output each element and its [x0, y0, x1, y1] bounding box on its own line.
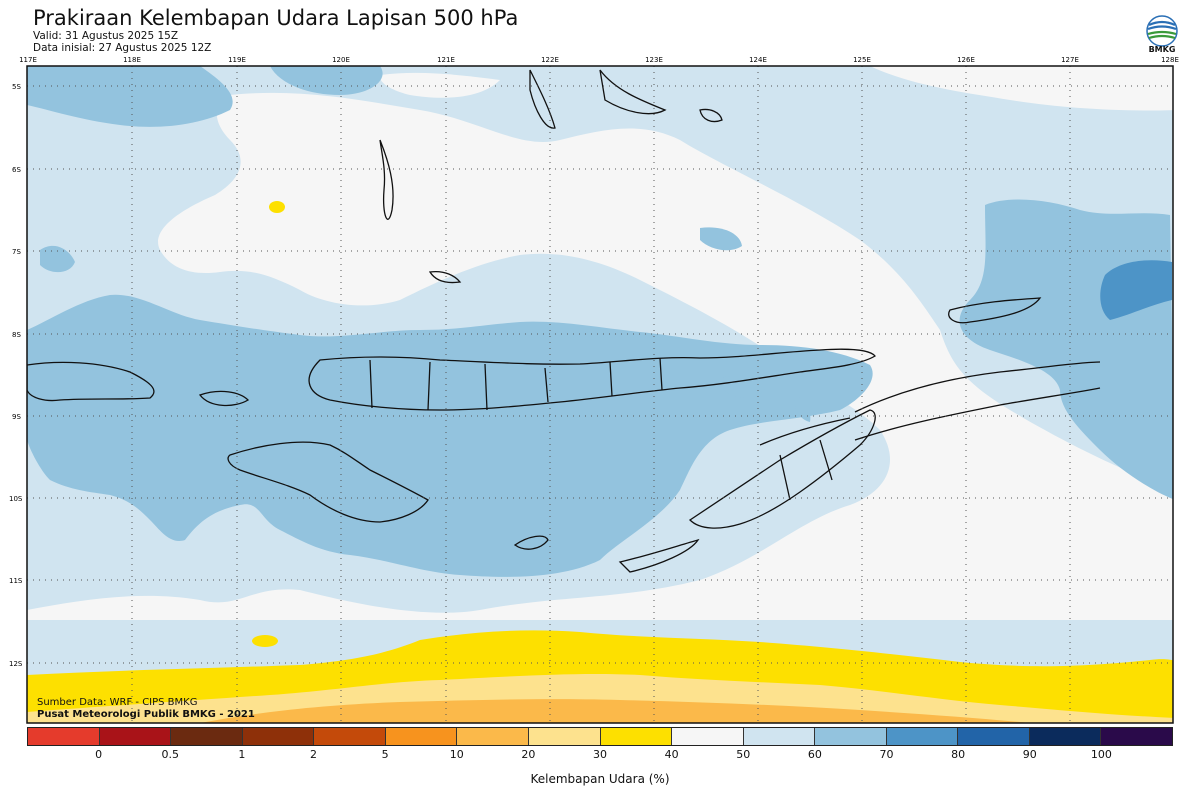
lat-label: 9S — [12, 413, 21, 421]
colorbar-segment — [314, 728, 386, 745]
colorbar-tick-label: 0 — [95, 748, 103, 761]
colorbar-segment — [672, 728, 744, 745]
lon-label: 117E — [19, 56, 37, 64]
colorbar-segment — [743, 728, 816, 745]
lon-label: 119E — [228, 56, 246, 64]
colorbar-segment — [815, 728, 887, 745]
colorbar-tick-label: 20 — [521, 748, 536, 761]
lat-label: 5S — [12, 83, 21, 91]
logo-text: BMKG — [1148, 45, 1176, 54]
colorbar-label: Kelembapan Udara (%) — [530, 772, 670, 786]
latitude-labels: 5S 6S 7S 8S 9S 10S 11S 12S — [9, 83, 23, 668]
lon-label: 118E — [123, 56, 141, 64]
colorbar-ticks: 0 0.5 1 2 5 10 20 30 40 50 60 70 80 90 100 — [27, 748, 1173, 762]
lon-label: 124E — [749, 56, 767, 64]
colorbar-segment — [99, 728, 172, 745]
lon-label: 122E — [541, 56, 559, 64]
graticule — [27, 66, 1173, 723]
data-source: Sumber Data: WRF - CIPS BMKG — [37, 697, 198, 708]
colorbar-segment — [1101, 728, 1172, 745]
lon-label: 125E — [853, 56, 871, 64]
colorbar-tick-label: 0.5 — [161, 748, 180, 761]
humidity-field-80-90 — [1100, 260, 1172, 320]
colorbar-segment — [886, 728, 959, 745]
colorbar-segment — [242, 728, 315, 745]
coastlines — [27, 69, 1101, 573]
colorbar-segment — [28, 728, 100, 745]
colorbar-tick-label: 40 — [664, 748, 679, 761]
lon-label: 121E — [437, 56, 455, 64]
lon-label: 120E — [332, 56, 350, 64]
lon-label: 126E — [957, 56, 975, 64]
colorbar-segment — [171, 728, 243, 745]
initial-time: Data inisial: 27 Agustus 2025 12Z — [33, 42, 212, 54]
colorbar-tick-label: 50 — [736, 748, 751, 761]
colorbar-tick-label: 70 — [879, 748, 894, 761]
lon-label: 128E — [1161, 56, 1179, 64]
colorbar-segment — [1029, 728, 1102, 745]
humidity-field-70-80 — [27, 294, 873, 577]
colorbar-segment — [600, 728, 673, 745]
colorbar-tick-label: 2 — [310, 748, 317, 761]
lat-label: 11S — [9, 577, 23, 585]
colorbar-tick-label: 80 — [951, 748, 966, 761]
lat-label: 6S — [12, 166, 21, 174]
colorbar-segment — [958, 728, 1030, 745]
colorbar-segment — [385, 728, 458, 745]
colorbar-tick-label: 1 — [238, 748, 246, 761]
publisher: Pusat Meteorologi Publik BMKG - 2021 — [37, 709, 255, 720]
colorbar-tick-label: 5 — [381, 748, 389, 761]
humidity-field-10-20 — [200, 699, 1030, 723]
colorbar-tick-label: 10 — [449, 748, 464, 761]
longitude-labels: 117E 118E 119E 120E 121E 122E 123E 124E … — [19, 56, 1179, 64]
humidity-field-40-50 — [27, 92, 1173, 620]
colorbar-segment — [528, 728, 601, 745]
map-title: Prakiraan Kelembapan Udara Lapisan 500 h… — [33, 6, 519, 30]
bmkg-logo-icon — [1146, 15, 1178, 47]
colorbar-segment — [457, 728, 529, 745]
colorbar-tick-label: 60 — [807, 748, 822, 761]
map-frame — [26, 65, 1174, 724]
colorbar — [27, 727, 1173, 746]
lat-label: 8S — [12, 331, 21, 339]
lat-label: 7S — [12, 248, 21, 256]
colorbar-tick-label: 90 — [1022, 748, 1037, 761]
lon-label: 123E — [645, 56, 663, 64]
colorbar-tick-label: 30 — [593, 748, 607, 761]
colorbar-tick-label: 100 — [1090, 748, 1112, 761]
valid-time: Valid: 31 Agustus 2025 15Z — [33, 30, 179, 42]
lat-label: 12S — [9, 660, 23, 668]
lat-label: 10S — [9, 495, 23, 503]
lon-label: 127E — [1061, 56, 1079, 64]
